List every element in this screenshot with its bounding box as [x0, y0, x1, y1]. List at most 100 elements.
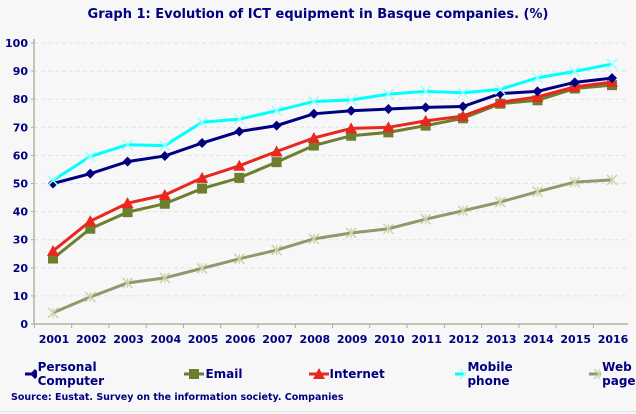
series-line — [52, 62, 613, 182]
data-point — [420, 85, 432, 97]
x-tick-label: 2003 — [113, 333, 144, 346]
data-point — [532, 86, 543, 97]
data-point — [494, 83, 506, 95]
data-point — [47, 244, 59, 256]
data-point — [419, 114, 432, 126]
legend-swatch-icon — [308, 368, 329, 379]
data-point — [196, 262, 208, 274]
x-tick-label: 2015 — [560, 333, 591, 346]
legend-label: Personal Computer — [37, 360, 105, 388]
data-point — [420, 213, 432, 225]
data-point — [48, 253, 58, 264]
data-point — [85, 223, 96, 234]
data-point — [47, 174, 59, 186]
data-point — [345, 122, 358, 134]
data-point — [84, 150, 96, 163]
data-point — [531, 72, 543, 84]
legend-label: Web page — [602, 360, 636, 388]
data-point — [569, 176, 581, 188]
data-point — [197, 183, 208, 194]
data-point — [420, 102, 431, 113]
data-point — [159, 150, 170, 161]
series-mobile-phone — [47, 58, 618, 186]
x-tick-label: 2001 — [39, 333, 70, 346]
y-tick-label: 40 — [13, 206, 29, 219]
data-point — [122, 139, 134, 151]
data-point — [84, 215, 97, 227]
data-point — [196, 116, 208, 128]
series-line — [52, 76, 613, 185]
legend-swatch-icon — [25, 369, 37, 379]
marker-stroke — [459, 368, 467, 380]
legend-swatch-icon — [588, 368, 602, 380]
data-point — [308, 108, 319, 119]
legend-item: Mobile phone — [454, 360, 521, 388]
marker-stroke — [494, 83, 506, 95]
y-tick-label: 20 — [13, 262, 29, 275]
data-point — [382, 121, 395, 133]
x-tick-label: 2013 — [486, 333, 517, 346]
data-point — [607, 73, 617, 84]
x-tick-label: 2009 — [337, 333, 368, 346]
data-point — [158, 189, 171, 201]
series-line — [52, 80, 613, 253]
data-point — [457, 87, 469, 99]
data-point — [85, 168, 96, 179]
marker-stroke — [308, 95, 320, 107]
data-point — [569, 65, 581, 77]
data-point — [271, 157, 282, 168]
marker-stroke — [457, 87, 469, 99]
legend-item: Internet — [308, 360, 385, 388]
data-point — [345, 94, 357, 106]
x-tick-label: 2016 — [598, 333, 629, 346]
data-point — [196, 171, 209, 183]
x-tick-label: 2006 — [225, 333, 256, 346]
data-point — [48, 178, 58, 189]
data-point — [234, 126, 245, 137]
marker-stroke — [345, 94, 357, 106]
y-tick-label: 70 — [13, 121, 29, 134]
line-chart: 0 10 20 30 40 50 60 70 80 90 100 2001 2002 2003 2004 20… — [5, 37, 629, 346]
data-point — [606, 174, 618, 186]
data-point — [383, 127, 394, 138]
marker-stroke — [84, 150, 96, 163]
data-point — [233, 253, 245, 265]
data-point — [494, 96, 507, 108]
marker-stroke — [569, 65, 581, 77]
data-point — [346, 130, 357, 141]
data-point — [308, 233, 320, 245]
x-tick-label: 2004 — [150, 333, 181, 346]
data-point — [159, 198, 170, 209]
y-tick-label: 30 — [13, 234, 29, 247]
legend-marker — [312, 368, 325, 379]
x-tick-label: 2002 — [76, 333, 107, 346]
data-point — [121, 197, 134, 209]
legend-item: Personal Computer — [25, 360, 112, 388]
data-point — [271, 120, 282, 131]
data-point — [47, 307, 59, 319]
legend: Personal Computer Email Internet Mobile pho… — [25, 360, 636, 388]
data-point — [234, 172, 245, 183]
data-point — [122, 156, 133, 167]
marker-stroke — [233, 113, 245, 125]
data-point — [382, 223, 394, 235]
data-point — [270, 145, 283, 157]
x-tick-label: 2008 — [300, 333, 331, 346]
series-internet — [47, 76, 618, 256]
legend-marker — [189, 369, 200, 379]
y-tick-label: 0 — [20, 318, 28, 331]
marker-stroke — [271, 105, 283, 117]
legend-item: Email — [184, 360, 243, 388]
data-point — [271, 244, 283, 256]
data-point — [531, 186, 543, 198]
y-tick-label: 10 — [13, 290, 29, 303]
data-point — [383, 104, 394, 115]
y-tick-label: 60 — [13, 149, 29, 162]
x-tick-label: 2005 — [188, 333, 219, 346]
marker-stroke — [159, 140, 171, 152]
data-point — [308, 95, 320, 107]
series-line — [52, 83, 613, 260]
legend-swatch-icon — [184, 369, 205, 379]
divider — [0, 411, 636, 412]
marker-stroke — [606, 58, 618, 70]
